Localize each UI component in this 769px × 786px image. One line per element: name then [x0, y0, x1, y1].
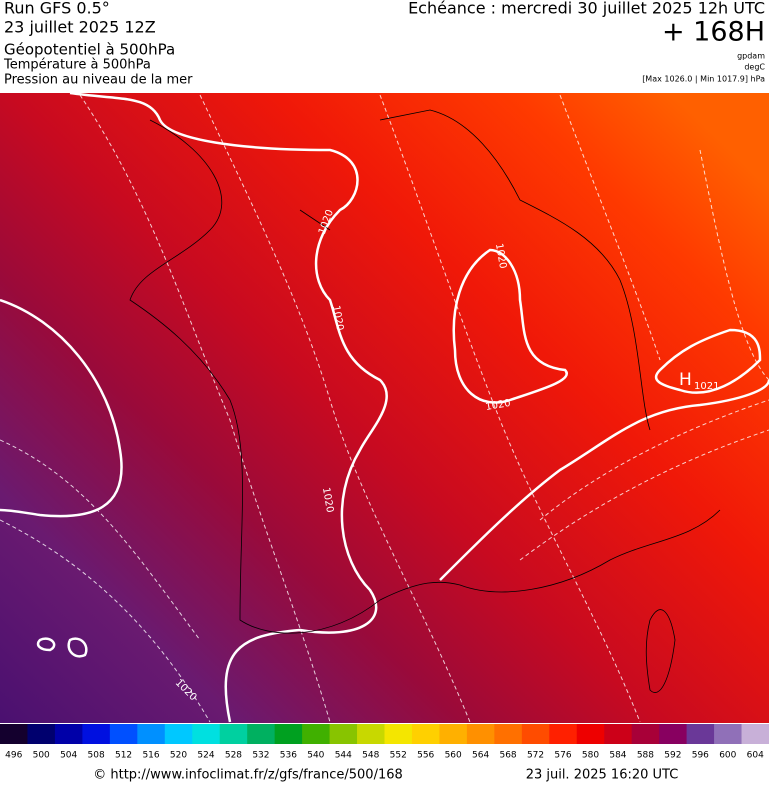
run-date: 23 juillet 2025 12Z — [4, 18, 156, 37]
color-legend: 496 500 504 508 512 516 520 524 528 532 536 540 544 5… — [0, 724, 769, 761]
lead-time: + 168H — [662, 17, 765, 48]
legend-swatch — [357, 724, 385, 744]
legend-label: 528 — [225, 751, 242, 761]
legend-label: 516 — [142, 751, 159, 761]
field: Géopotentiel à 500hPa — [4, 41, 175, 59]
legend-label: 524 — [197, 751, 214, 761]
field: Température à 500hPa — [3, 58, 151, 73]
isobar-label: 1020 — [493, 243, 508, 270]
legend-label: 584 — [609, 751, 626, 761]
isobar-label: 1020 — [330, 305, 345, 332]
legend-swatch — [0, 724, 28, 744]
legend-swatch — [686, 724, 715, 744]
timestamp: 23 juil. 2025 16:20 UTC — [526, 768, 679, 783]
legend-label: 540 — [307, 751, 324, 761]
legend-swatch — [411, 724, 440, 744]
unit: gpdam — [737, 52, 765, 61]
legend-swatch — [604, 724, 633, 744]
legend-label: 564 — [472, 751, 489, 761]
unit: [Max 1026.0 | Min 1017.9] hPa — [642, 75, 765, 84]
echeance: Echéance : mercredi 30 juillet 2025 12h … — [408, 0, 765, 18]
legend-label: 520 — [170, 751, 187, 761]
legend-swatch — [192, 724, 221, 744]
legend-label: 512 — [115, 751, 132, 761]
legend-label: 532 — [252, 751, 269, 761]
legend-label: 588 — [637, 751, 654, 761]
isobar-label: 1020 — [485, 398, 512, 413]
legend-swatch — [549, 724, 578, 744]
legend-swatch — [164, 724, 193, 744]
legend-swatch — [219, 724, 248, 744]
legend-label: 604 — [747, 751, 764, 761]
legend-swatch — [741, 724, 769, 744]
legend-label: 600 — [719, 751, 736, 761]
legend-swatch — [659, 724, 688, 744]
high-value: 1021 — [694, 381, 719, 392]
legend-swatch — [27, 724, 56, 744]
legend-label: 576 — [554, 751, 571, 761]
legend-label: 548 — [362, 751, 379, 761]
high-symbol: H — [679, 370, 692, 390]
legend-swatch — [494, 724, 523, 744]
legend-label: 500 — [33, 751, 50, 761]
legend-label: 552 — [390, 751, 407, 761]
legend-label: 536 — [280, 751, 297, 761]
isobars — [0, 91, 769, 723]
legend-swatch — [302, 724, 331, 744]
legend-swatch — [631, 724, 660, 744]
source-url: © http://www.infoclimat.fr/z/gfs/france/… — [93, 768, 403, 783]
legend-label: 592 — [664, 751, 681, 761]
legend-label: 556 — [417, 751, 434, 761]
legend-swatch — [137, 724, 166, 744]
map: 1020 1020 1020 1020 1020 1020 H 1021 — [0, 91, 769, 723]
legend-label: 496 — [5, 751, 22, 761]
unit: degC — [744, 63, 765, 72]
legend-label: 568 — [499, 751, 516, 761]
isotherms — [0, 94, 769, 723]
legend-label: 580 — [582, 751, 599, 761]
legend-swatch — [466, 724, 495, 744]
legend-swatch — [439, 724, 468, 744]
legend-swatch — [274, 724, 303, 744]
legend-label: 504 — [60, 751, 77, 761]
legend-swatch — [329, 724, 358, 744]
field: Pression au niveau de la mer — [4, 73, 193, 88]
legend-swatch — [714, 724, 743, 744]
legend-label: 544 — [335, 751, 352, 761]
legend-label: 508 — [88, 751, 105, 761]
legend-swatch — [384, 724, 413, 744]
coastline — [129, 109, 721, 693]
legend-label: 560 — [445, 751, 462, 761]
legend-swatch — [247, 724, 276, 744]
run-title: Run GFS 0.5° — [4, 0, 110, 18]
isobar-label: 1020 — [320, 487, 335, 514]
legend-label: 596 — [692, 751, 709, 761]
legend-swatch — [521, 724, 550, 744]
legend-swatch — [82, 724, 111, 744]
legend-label: 572 — [527, 751, 544, 761]
legend-swatch — [576, 724, 605, 744]
legend-swatch — [54, 724, 83, 744]
legend-swatch — [109, 724, 138, 744]
